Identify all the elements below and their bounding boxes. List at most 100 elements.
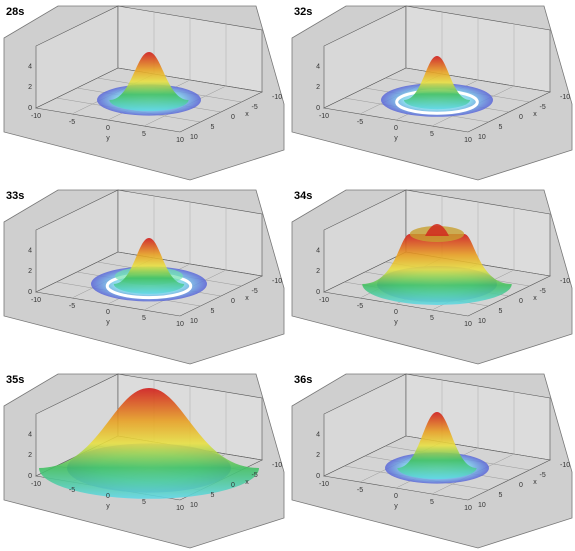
surface: [397, 412, 477, 480]
x-tick-label: 0: [519, 114, 523, 121]
x-tick-label: 5: [211, 124, 215, 131]
x-tick-label: 10: [478, 318, 486, 325]
y-axis-label: y: [106, 503, 110, 510]
panel: 0 2 4 -10 -5 0 5 10 -10 -5 0 5 10 y x 35s: [3, 373, 285, 549]
y-tick-label: 0: [106, 125, 110, 132]
y-tick-label: 5: [142, 131, 146, 138]
z-tick-label: 2: [316, 84, 320, 91]
x-axis-label: x: [245, 295, 249, 302]
surface: [404, 56, 470, 110]
surface: [113, 238, 185, 294]
panel-label: 34s: [294, 190, 312, 202]
panel-label: 35s: [6, 374, 24, 386]
x-tick-label: -5: [252, 472, 258, 479]
y-tick-label: 10: [464, 321, 472, 328]
y-tick-label: 0: [106, 493, 110, 500]
x-tick-label: 5: [499, 124, 503, 131]
x-tick-label: 5: [499, 492, 503, 499]
x-tick-label: 10: [478, 502, 486, 509]
y-tick-label: -10: [31, 481, 41, 488]
y-tick-label: -10: [31, 297, 41, 304]
x-tick-label: 0: [231, 114, 235, 121]
x-tick-label: -10: [272, 278, 282, 285]
x-tick-label: -10: [272, 94, 282, 101]
y-tick-label: 0: [106, 309, 110, 316]
z-tick-label: 0: [316, 289, 320, 296]
y-axis-label: y: [394, 319, 398, 326]
z-tick-label: 2: [316, 268, 320, 275]
x-tick-label: 0: [231, 482, 235, 489]
z-tick-label: 4: [28, 248, 32, 255]
x-tick-label: -5: [540, 288, 546, 295]
y-tick-label: -5: [357, 487, 363, 494]
x-tick-label: 10: [190, 502, 198, 509]
x-axis-label: x: [533, 479, 537, 486]
z-tick-label: 2: [316, 452, 320, 459]
x-axis-label: x: [533, 111, 537, 118]
panel: 0 2 4 -10 -5 0 5 10 -10 -5 0 5 10 y x 32s: [291, 5, 573, 181]
x-tick-label: -10: [560, 462, 570, 469]
panel-label: 32s: [294, 6, 312, 18]
y-tick-label: 0: [394, 309, 398, 316]
x-tick-label: -10: [560, 278, 570, 285]
y-tick-label: 0: [394, 125, 398, 132]
y-axis-label: y: [394, 503, 398, 510]
x-tick-label: 0: [231, 298, 235, 305]
x-axis-label: x: [245, 479, 249, 486]
surface: [109, 52, 189, 112]
z-tick-label: 2: [28, 84, 32, 91]
z-tick-label: 4: [316, 248, 320, 255]
y-tick-label: 5: [142, 499, 146, 506]
z-tick-label: 0: [28, 289, 32, 296]
y-axis-label: y: [106, 319, 110, 326]
y-tick-label: 10: [176, 321, 184, 328]
y-tick-label: 5: [430, 131, 434, 138]
y-tick-label: 10: [176, 505, 184, 512]
y-tick-label: -5: [357, 119, 363, 126]
x-tick-label: 5: [499, 308, 503, 315]
y-tick-label: -10: [31, 113, 41, 120]
x-tick-label: 10: [190, 318, 198, 325]
panel: 0 2 4 -10 -5 0 5 10 -10 -5 0 5 10 y x 28s: [3, 5, 285, 181]
y-tick-label: 0: [394, 493, 398, 500]
peak: [425, 224, 449, 236]
x-tick-label: 0: [519, 298, 523, 305]
y-tick-label: 5: [142, 315, 146, 322]
x-tick-label: 10: [478, 134, 486, 141]
y-axis-label: y: [106, 135, 110, 142]
x-tick-label: 5: [211, 492, 215, 499]
y-tick-label: 10: [464, 505, 472, 512]
z-tick-label: 4: [316, 432, 320, 439]
y-tick-label: 5: [430, 499, 434, 506]
y-tick-label: -5: [69, 303, 75, 310]
x-tick-label: -5: [252, 288, 258, 295]
y-tick-label: -5: [357, 303, 363, 310]
z-tick-label: 4: [28, 432, 32, 439]
z-tick-label: 0: [316, 105, 320, 112]
surface: [39, 388, 259, 499]
panel-label: 33s: [6, 190, 24, 202]
y-tick-label: 10: [176, 137, 184, 144]
x-tick-label: 0: [519, 482, 523, 489]
surface: [362, 234, 512, 305]
z-tick-label: 0: [28, 473, 32, 480]
x-tick-label: 5: [211, 308, 215, 315]
x-tick-label: 10: [190, 134, 198, 141]
y-tick-label: 10: [464, 137, 472, 144]
x-tick-label: -10: [272, 462, 282, 469]
z-tick-label: 2: [28, 268, 32, 275]
z-tick-label: 4: [316, 64, 320, 71]
y-tick-label: -5: [69, 119, 75, 126]
z-tick-label: 4: [28, 64, 32, 71]
x-axis-label: x: [245, 111, 249, 118]
y-tick-label: -10: [319, 481, 329, 488]
z-tick-label: 0: [28, 105, 32, 112]
panel: 0 2 4 -10 -5 0 5 10 -10 -5 0 5 10 y x 36s: [291, 373, 573, 549]
y-axis-label: y: [394, 135, 398, 142]
panel-label: 28s: [6, 6, 24, 18]
y-tick-label: -5: [69, 487, 75, 494]
y-tick-label: -10: [319, 297, 329, 304]
panel: 0 2 4 -10 -5 0 5 10 -10 -5 0 5 10 y x 33s: [3, 189, 285, 365]
panel-label: 36s: [294, 374, 312, 386]
